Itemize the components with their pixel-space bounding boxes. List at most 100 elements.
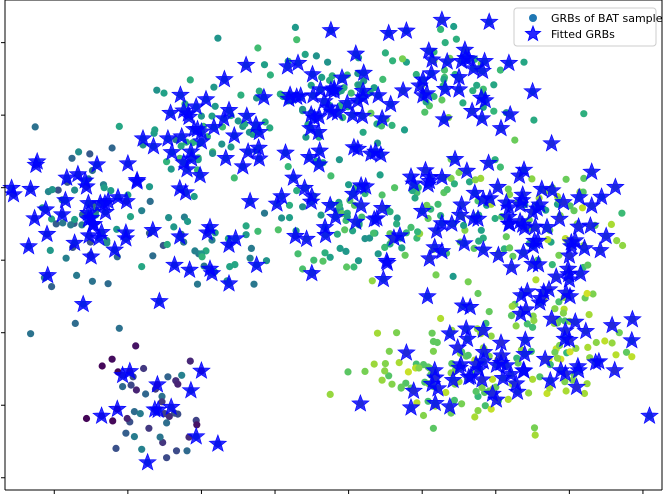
fitted-grb-point — [622, 330, 642, 349]
fitted-grb-point — [238, 142, 258, 160]
fitted-grb-point — [171, 85, 190, 103]
bat-sample-point — [246, 254, 254, 262]
bat-sample-point — [437, 314, 445, 323]
fitted-grb-point — [511, 304, 531, 323]
fitted-grb-point — [346, 212, 366, 230]
bat-sample-point — [551, 348, 559, 356]
bat-sample-point — [209, 149, 217, 157]
fitted-grb-point — [420, 171, 439, 190]
fitted-grb-point — [320, 195, 340, 214]
fitted-grb-point — [96, 202, 115, 221]
fitted-grb-point — [508, 382, 527, 400]
fitted-grb-point — [116, 222, 136, 241]
bat-sample-point — [412, 70, 420, 79]
bat-sample-point — [104, 280, 112, 288]
fitted-grb-point — [303, 85, 323, 104]
bat-sample-point — [464, 278, 472, 286]
fitted-grb-point — [640, 406, 659, 424]
fitted-grb-point — [65, 233, 85, 251]
fitted-grb-point — [525, 217, 545, 235]
bat-sample-point — [373, 329, 382, 337]
bat-sample-point — [247, 244, 255, 252]
bat-sample-point — [193, 421, 201, 429]
fitted-grb-point — [174, 152, 194, 171]
bat-sample-point — [317, 211, 325, 219]
fitted-grb-point — [510, 194, 530, 213]
fitted-grb-point — [161, 103, 180, 122]
fitted-grb-point — [372, 198, 392, 217]
bat-sample-point — [318, 73, 326, 81]
bat-sample-point — [525, 389, 533, 397]
fitted-grb-point — [172, 126, 192, 145]
fitted-grb-point — [559, 330, 579, 348]
fitted-grb-point — [279, 89, 299, 107]
bat-sample-point — [48, 283, 56, 291]
fitted-grb-point — [523, 81, 542, 100]
bat-sample-point — [393, 214, 401, 222]
fitted-grb-point — [432, 241, 452, 260]
bat-sample-point — [580, 174, 588, 182]
bat-sample-point — [459, 99, 467, 107]
fitted-grb-point — [186, 96, 206, 115]
fitted-grb-point — [417, 83, 437, 102]
bat-sample-point — [528, 175, 536, 183]
bat-sample-point — [536, 373, 544, 381]
bat-sample-point — [242, 231, 250, 239]
bat-sample-point — [506, 244, 514, 252]
fitted-grb-point — [596, 226, 616, 245]
fitted-grb-point — [397, 21, 416, 39]
fitted-grb-point — [367, 208, 387, 227]
bat-sample-point — [404, 368, 412, 376]
fitted-grb-point — [356, 176, 376, 195]
bat-sample-point — [470, 244, 478, 252]
bat-sample-point — [429, 424, 437, 432]
bat-sample-point — [324, 58, 332, 66]
bat-sample-point — [71, 319, 79, 327]
bat-sample-point — [432, 271, 440, 279]
fitted-grb-point — [81, 208, 101, 226]
bat-sample-point — [449, 272, 457, 280]
bat-sample-point — [569, 376, 577, 384]
bat-sample-point — [619, 241, 627, 250]
bat-sample-point — [312, 52, 320, 60]
bat-sample-point — [474, 289, 482, 298]
bat-sample-point — [227, 143, 235, 151]
bat-sample-point — [107, 187, 115, 195]
bat-sample-point — [419, 411, 428, 420]
bat-sample-point — [529, 323, 537, 331]
fitted-grb-point — [344, 137, 364, 156]
fitted-grb-point — [316, 225, 336, 244]
bat-sample-point — [115, 324, 123, 332]
bat-sample-point — [186, 76, 194, 84]
fitted-grb-point — [174, 100, 194, 119]
fitted-grb-point — [602, 315, 622, 334]
bat-sample-point — [159, 438, 167, 447]
bat-sample-point — [511, 136, 519, 144]
bat-sample-point — [502, 233, 510, 241]
fitted-grb-point — [418, 286, 437, 305]
bat-sample-point — [438, 96, 446, 104]
fitted-grb-point — [445, 149, 465, 168]
bat-sample-point — [327, 172, 335, 180]
fitted-grb-point — [332, 68, 352, 86]
bat-sample-point — [376, 171, 384, 179]
fitted-grb-point — [472, 88, 491, 106]
bat-sample-point — [469, 87, 477, 95]
fitted-grb-point — [493, 368, 513, 387]
legend-box — [513, 7, 657, 47]
bat-sample-point — [381, 49, 389, 57]
bat-sample-point — [508, 302, 516, 310]
fitted-grb-point — [425, 360, 445, 379]
fitted-grb-point — [462, 101, 482, 120]
bat-sample-point — [342, 247, 350, 255]
fitted-grb-point — [56, 190, 75, 209]
bat-sample-point — [112, 444, 120, 452]
bat-sample-point — [255, 87, 263, 95]
fitted-grb-point — [219, 273, 239, 292]
fitted-grb-point — [326, 207, 345, 226]
fitted-grb-point — [192, 361, 211, 379]
fitted-grb-point — [465, 183, 485, 201]
bat-sample-point — [132, 386, 140, 394]
fitted-grb-point — [443, 370, 463, 389]
bat-sample-point — [589, 290, 597, 298]
